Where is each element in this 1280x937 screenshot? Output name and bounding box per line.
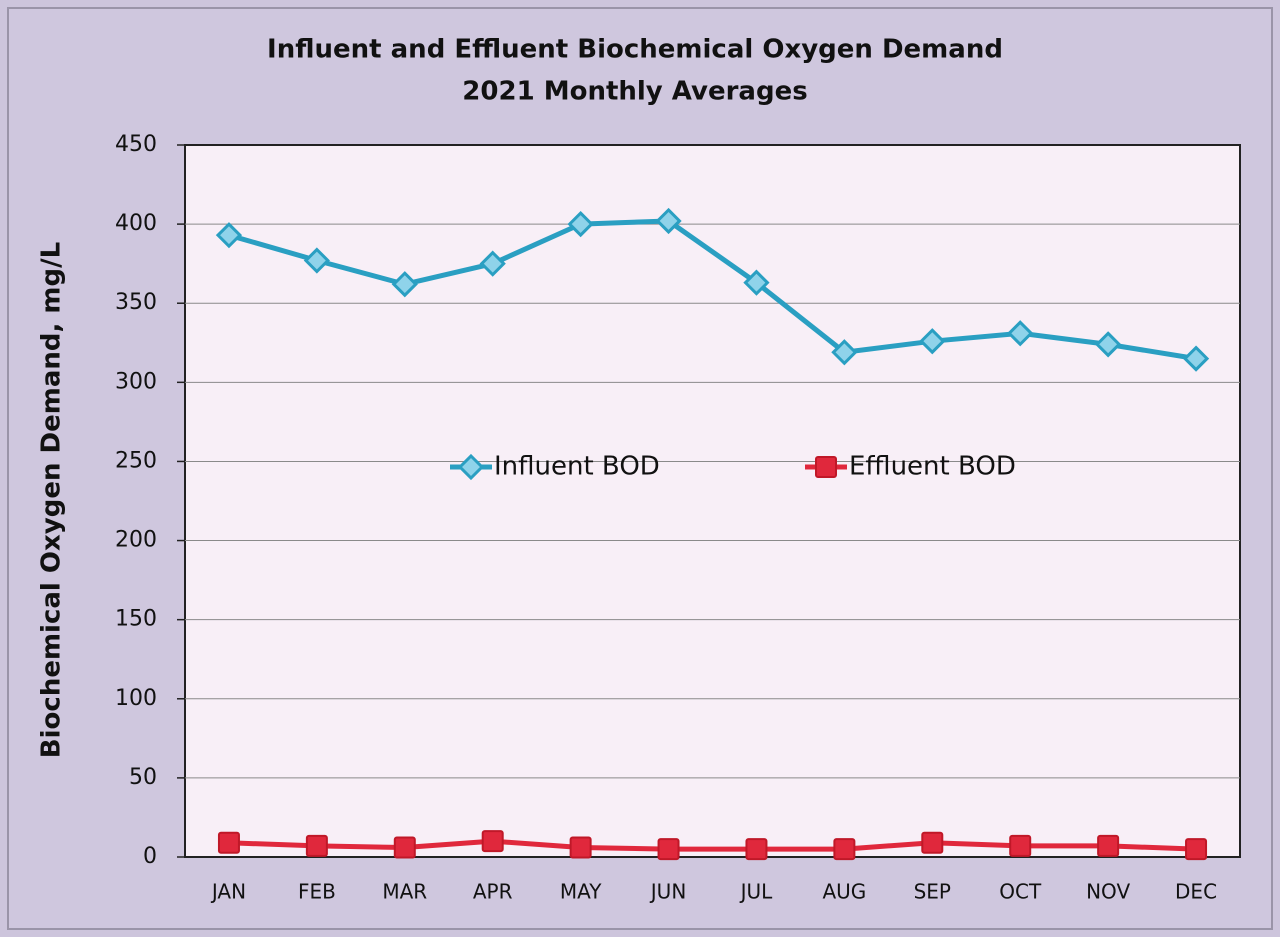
plot-area [184, 144, 1241, 858]
x-tick-label: MAR [382, 880, 427, 904]
data-point [303, 247, 330, 274]
data-point [655, 207, 682, 235]
y-tick-label: 400 [115, 211, 157, 236]
y-tick-label: 100 [115, 686, 157, 711]
y-tick-label: 50 [129, 765, 157, 790]
data-point [1182, 345, 1210, 372]
x-tick-label: JUL [739, 880, 774, 904]
x-tick-label: AUG [822, 880, 866, 904]
data-point [217, 831, 240, 854]
data-point [1007, 320, 1034, 347]
legend-swatch-marker [457, 453, 485, 481]
y-tick-label: 250 [115, 448, 157, 473]
y-tick-label: 350 [115, 290, 157, 315]
legend-swatch-marker [815, 456, 837, 478]
y-tick-label: 450 [115, 132, 157, 157]
data-point [919, 328, 946, 355]
data-point [391, 271, 418, 298]
data-point [833, 838, 856, 861]
y-tick-label: 150 [115, 607, 157, 632]
data-point [481, 830, 504, 853]
data-point [657, 838, 680, 861]
data-point [479, 250, 506, 277]
data-point [743, 269, 770, 296]
x-tick-label: NOV [1086, 880, 1130, 904]
x-tick-label: JAN [210, 880, 246, 904]
data-point [1097, 834, 1120, 857]
x-tick-label: APR [473, 880, 513, 904]
data-point [1095, 331, 1122, 358]
y-axis-label: Biochemical Oxygen Demand, mg/L [37, 242, 67, 758]
data-point [921, 831, 944, 854]
data-point [831, 339, 858, 366]
data-point [569, 836, 592, 859]
y-tick-label: 0 [143, 844, 157, 869]
data-point [745, 838, 768, 861]
x-tick-label: JUN [649, 880, 687, 904]
x-tick-label: FEB [298, 880, 336, 904]
x-tick-label: SEP [914, 880, 951, 904]
series-line [228, 838, 1197, 852]
chart-title: Influent and Effluent Biochemical Oxygen… [267, 35, 1003, 65]
x-tick-label: DEC [1175, 880, 1217, 904]
data-point [1185, 838, 1208, 861]
data-point [215, 222, 243, 249]
y-tick-label: 200 [115, 528, 157, 553]
y-tick-label: 300 [115, 369, 157, 394]
legend-label: Influent BOD [494, 452, 660, 482]
legend-label: Effluent BOD [849, 452, 1016, 482]
chart-subtitle: 2021 Monthly Averages [462, 77, 807, 107]
data-point [305, 834, 328, 857]
data-point [567, 210, 594, 238]
x-tick-label: OCT [999, 880, 1042, 904]
series-line [228, 218, 1197, 362]
data-point [1009, 834, 1032, 857]
x-tick-label: MAY [560, 880, 602, 904]
data-point [393, 836, 416, 859]
